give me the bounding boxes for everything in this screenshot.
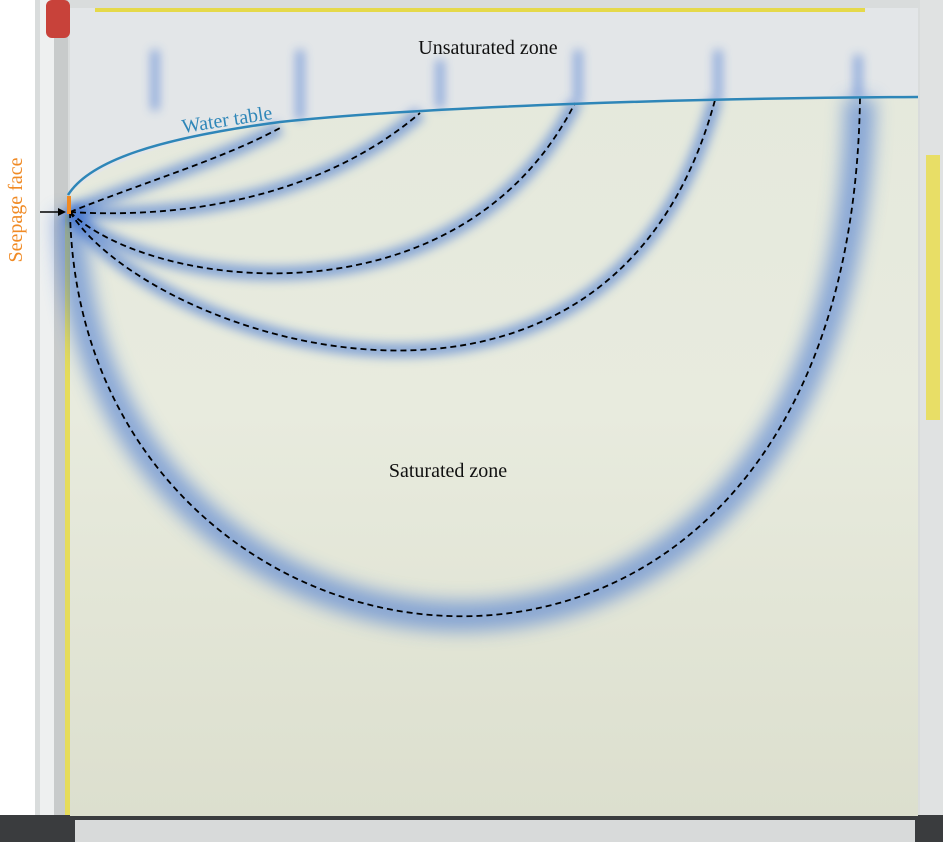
frame-bar bbox=[920, 0, 943, 842]
label: Saturated zone bbox=[389, 460, 507, 482]
plume-fronts bbox=[69, 97, 861, 618]
unsaturated-sand bbox=[70, 8, 918, 195]
valve bbox=[46, 0, 70, 38]
tape bbox=[65, 215, 71, 835]
frame-bar bbox=[40, 0, 54, 842]
arrow-head bbox=[58, 208, 66, 216]
tape bbox=[95, 8, 865, 12]
water-table bbox=[66, 95, 919, 196]
label: Unsaturated zone bbox=[418, 37, 558, 59]
bottom-plate bbox=[75, 820, 915, 842]
ruler bbox=[926, 155, 940, 420]
frame-bar bbox=[54, 0, 68, 842]
label: Seepage face bbox=[5, 157, 27, 262]
